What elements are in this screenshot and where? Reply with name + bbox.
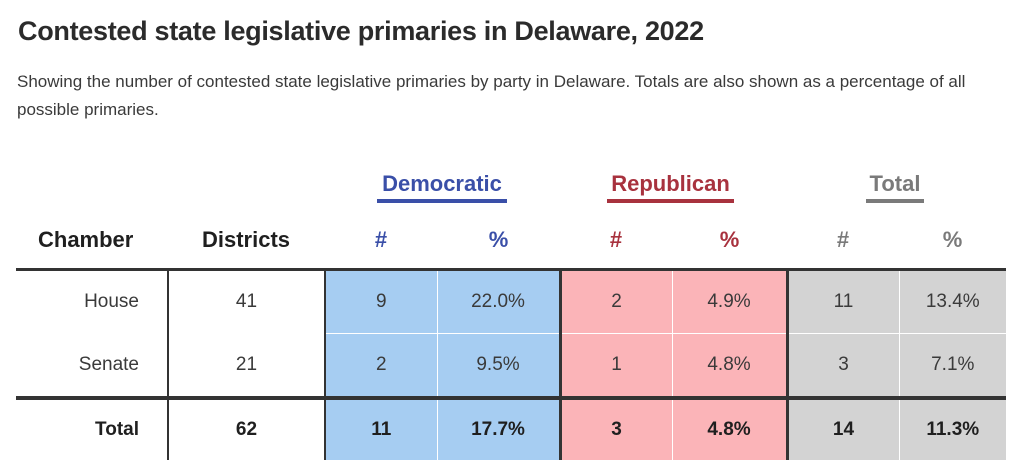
- total-count-cell: 14: [787, 395, 900, 460]
- total-pct-cell: 13.4%: [899, 268, 1006, 334]
- table-row: House 41 9 22.0% 2 4.9% 11 13.4%: [16, 268, 1006, 334]
- democratic-header: Democratic: [377, 171, 507, 203]
- table-total-row: Total 62 11 17.7% 3 4.8% 14 11.3%: [16, 395, 1006, 460]
- dem-count-cell: 9: [325, 268, 438, 334]
- column-header-chamber: Chamber: [38, 227, 134, 252]
- page-subtitle: Showing the number of contested state le…: [17, 72, 966, 119]
- rep-count-cell: 2: [560, 268, 673, 334]
- chamber-cell: Senate: [16, 333, 169, 398]
- column-header-dem-count: #: [374, 227, 388, 252]
- republican-header: Republican: [607, 171, 734, 203]
- rep-pct-cell: 4.8%: [672, 395, 789, 460]
- dem-count-cell: 2: [325, 333, 438, 398]
- rep-count-cell: 3: [560, 395, 673, 460]
- total-count-cell: 3: [787, 333, 900, 398]
- rep-pct-cell: 4.8%: [672, 333, 789, 398]
- column-header-dem-pct: %: [488, 227, 509, 252]
- rep-count-cell: 1: [560, 333, 673, 398]
- primaries-table: House 41 9 22.0% 2 4.9% 11 13.4% Senate …: [16, 268, 1006, 460]
- column-header-districts: Districts: [201, 227, 291, 252]
- column-header-total-pct: %: [942, 227, 963, 252]
- dem-pct-cell: 22.0%: [437, 268, 562, 334]
- column-header-total-count: #: [836, 227, 850, 252]
- chamber-cell: House: [16, 268, 169, 334]
- chamber-cell: Total: [16, 395, 169, 460]
- dem-pct-cell: 17.7%: [437, 395, 562, 460]
- districts-cell: 21: [168, 333, 326, 398]
- table-row: Senate 21 2 9.5% 1 4.8% 3 7.1%: [16, 333, 1006, 398]
- dem-pct-cell: 9.5%: [437, 333, 562, 398]
- total-pct-cell: 7.1%: [899, 333, 1006, 398]
- page-title: Contested state legislative primaries in…: [18, 16, 704, 46]
- total-header: Total: [866, 171, 924, 203]
- districts-cell: 41: [168, 268, 326, 334]
- column-header-rep-pct: %: [719, 227, 740, 252]
- districts-cell: 62: [168, 395, 326, 460]
- total-count-cell: 11: [787, 268, 900, 334]
- column-header-rep-count: #: [609, 227, 623, 252]
- rep-pct-cell: 4.9%: [672, 268, 789, 334]
- dem-count-cell: 11: [325, 395, 438, 460]
- total-pct-cell: 11.3%: [899, 395, 1006, 460]
